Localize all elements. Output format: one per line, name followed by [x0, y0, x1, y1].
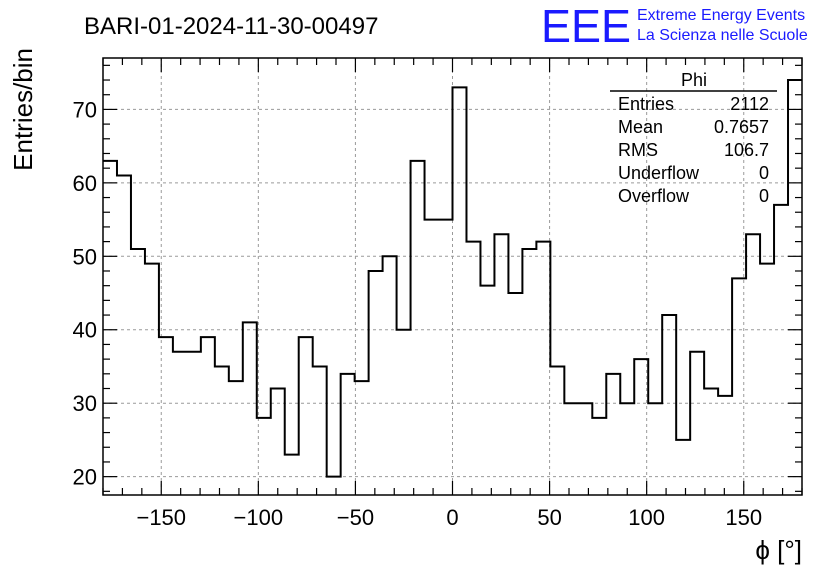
y-axis-label: Entries/bin	[8, 48, 38, 171]
stats-value: 0.7657	[714, 117, 769, 137]
stats-label: Mean	[618, 117, 663, 137]
stats-value: 106.7	[724, 140, 769, 160]
axis-ticks	[102, 58, 803, 495]
stats-box-title: Phi	[681, 70, 707, 90]
histogram-series	[103, 79, 802, 478]
y-tick-label: 50	[73, 244, 97, 269]
logo-mark: EEE	[541, 0, 631, 52]
x-tick-label: 0	[446, 505, 458, 530]
stats-label: Underflow	[618, 163, 700, 183]
y-tick-label: 40	[73, 318, 97, 343]
y-tick-labels: 20 30 40 50 60 70	[73, 97, 97, 489]
x-tick-label: −100	[234, 505, 284, 530]
x-axis-label: ϕ [°]	[755, 535, 802, 565]
y-tick-label: 60	[73, 171, 97, 196]
stats-box: Phi Entries 2112 Mean 0.7657 RMS 106.7 Underfl…	[610, 70, 777, 206]
stats-label: Overflow	[618, 186, 690, 206]
x-tick-label: 100	[628, 505, 665, 530]
stats-label: Entries	[618, 94, 674, 114]
logo-line-2: La Scienza nelle Scuole	[637, 27, 808, 44]
chart-title: BARI-01-2024-11-30-00497	[84, 13, 378, 40]
logo-line-1: Extreme Energy Events	[637, 7, 805, 24]
stats-value: 2112	[730, 94, 769, 114]
x-tick-label: −150	[136, 505, 186, 530]
eee-logo: EEE Extreme Energy Events La Scienza nel…	[541, 0, 808, 52]
stats-value: 0	[759, 163, 769, 183]
x-tick-label: 150	[725, 505, 762, 530]
x-tick-labels: −150 −100 −50 0 50 100 150	[136, 505, 762, 530]
x-tick-label: −50	[337, 505, 374, 530]
y-tick-label: 30	[73, 391, 97, 416]
y-tick-label: 70	[73, 97, 97, 122]
x-tick-label: 50	[537, 505, 561, 530]
y-tick-label: 20	[73, 465, 97, 490]
stats-label: RMS	[618, 140, 658, 160]
stats-value: 0	[759, 186, 769, 206]
